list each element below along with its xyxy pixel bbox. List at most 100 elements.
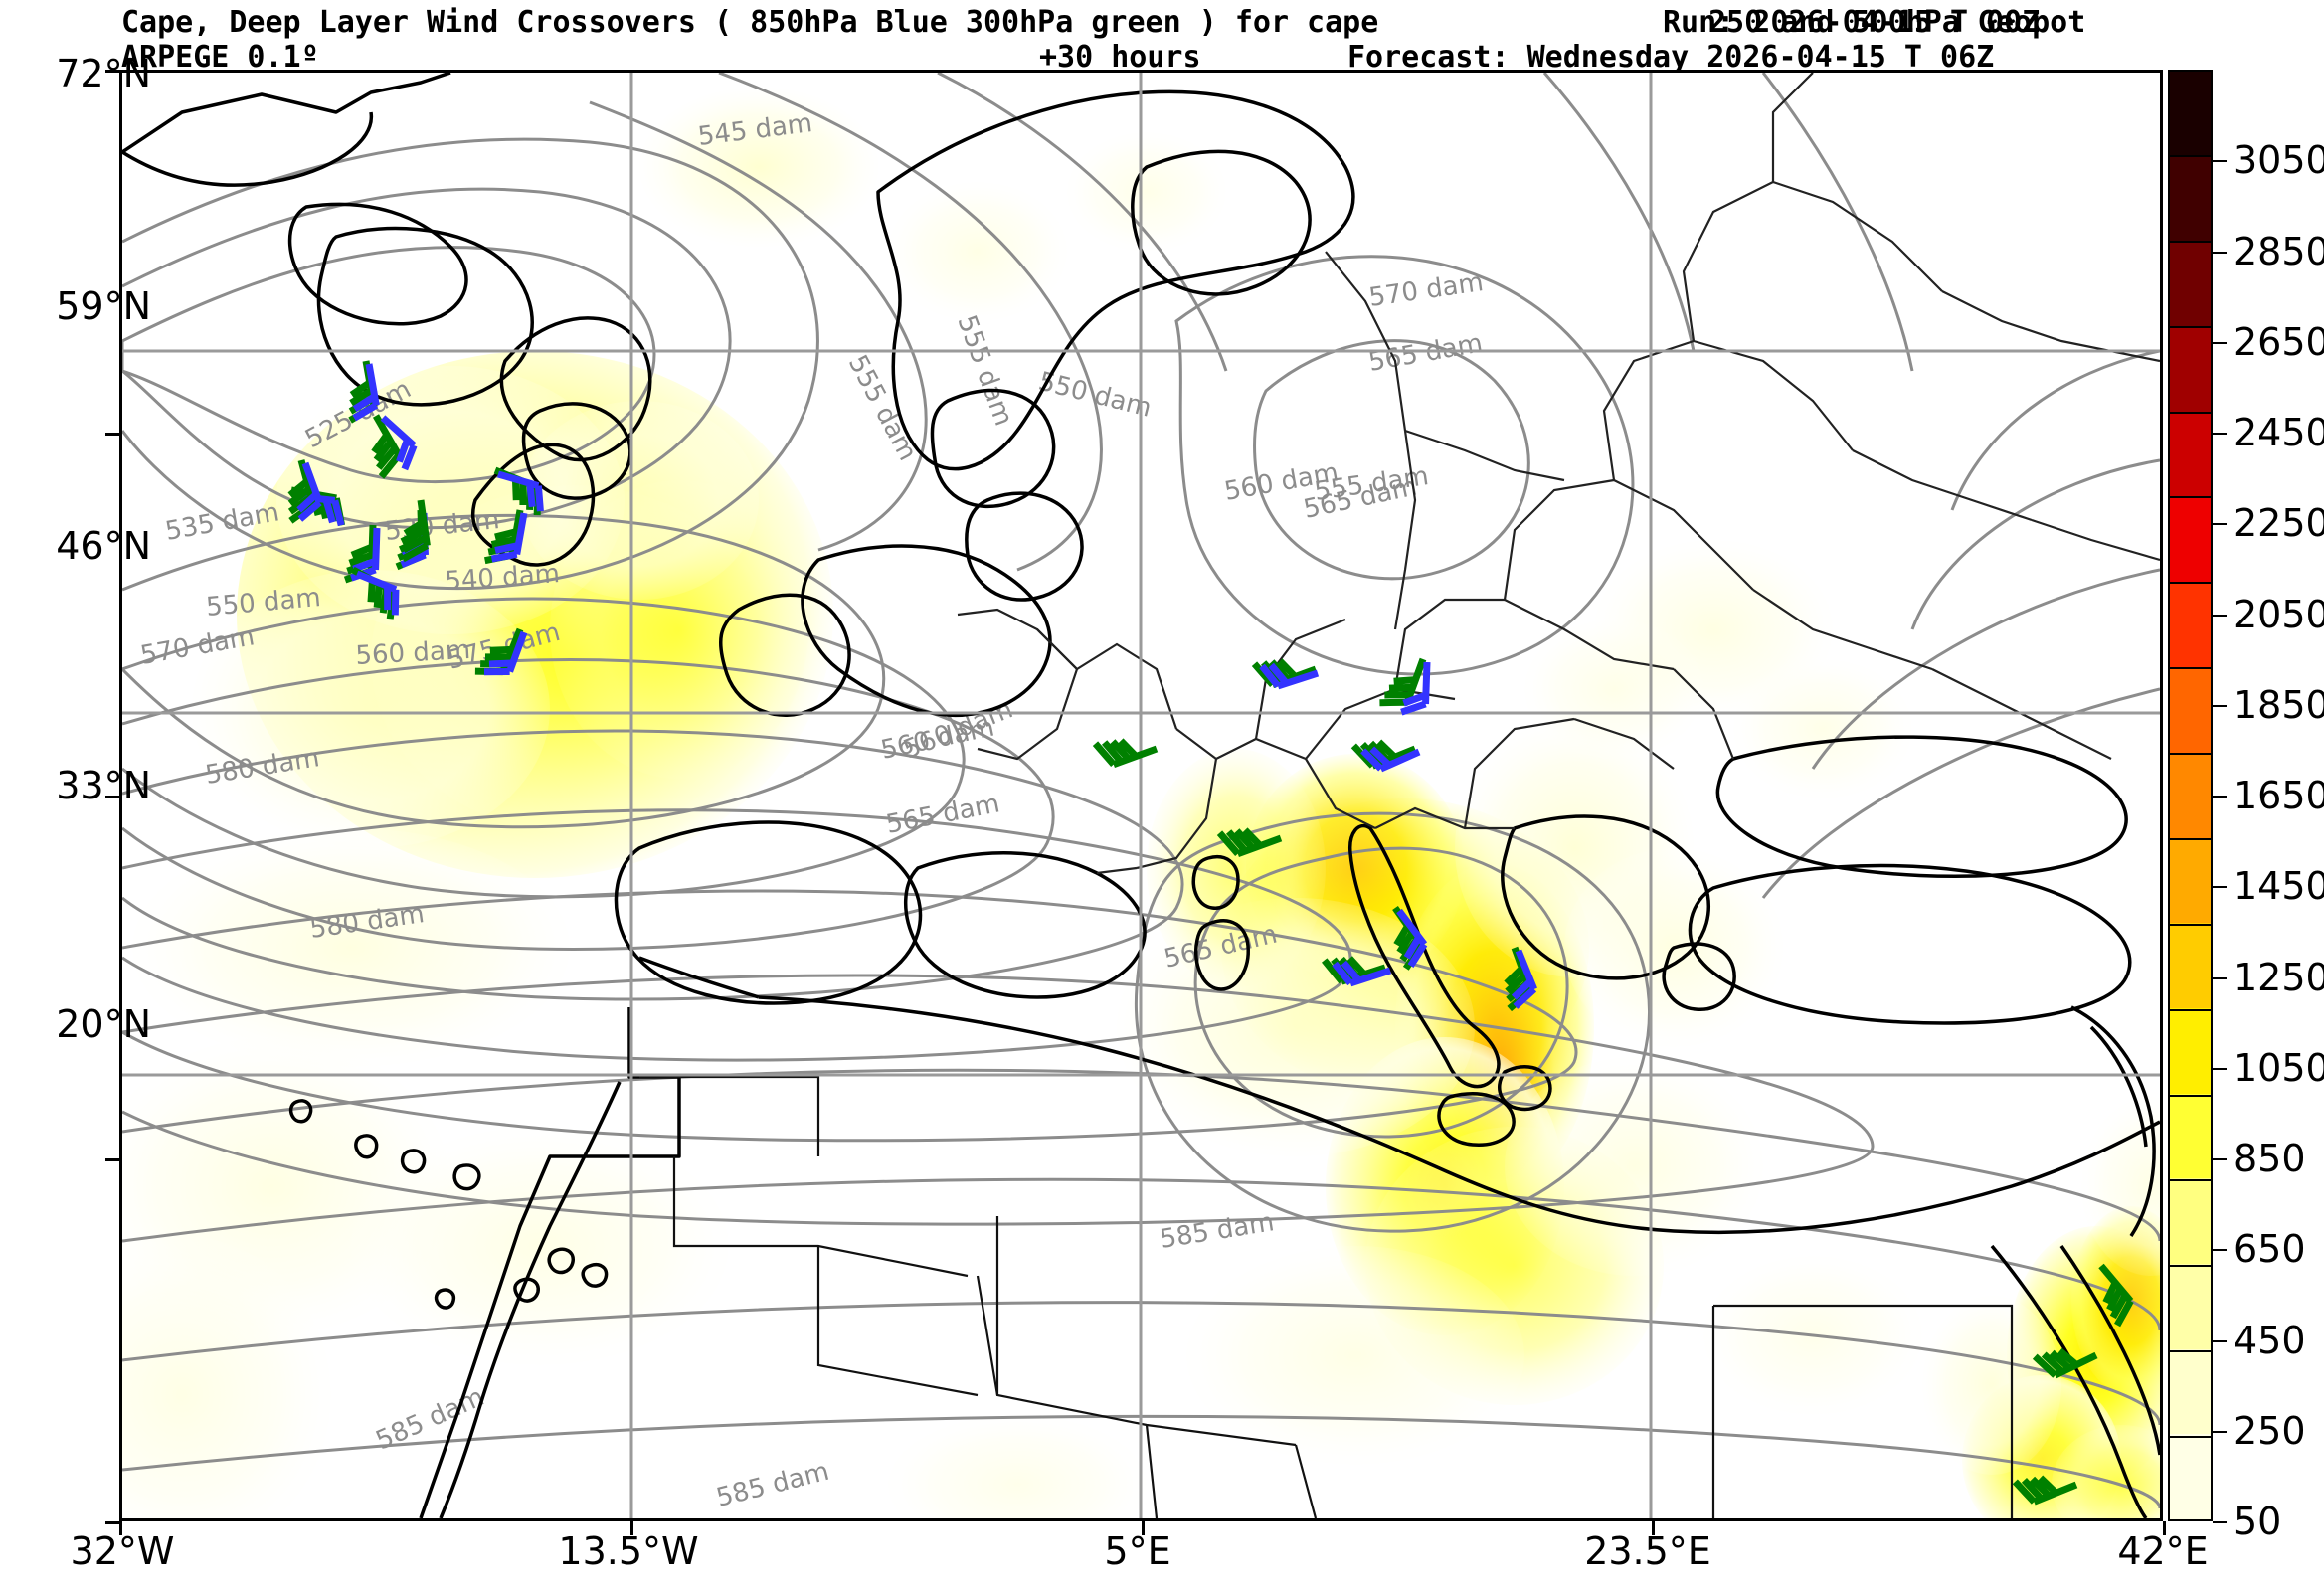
colorbar-boundary — [2170, 1436, 2211, 1439]
xtick-label-135w: 13.5°W — [558, 1529, 699, 1573]
colorbar-tick — [2213, 433, 2227, 435]
colorbar-boundary — [2170, 1094, 2211, 1097]
colorbar-segment — [2170, 923, 2211, 1009]
colorbar-tick — [2213, 886, 2227, 889]
svg-text:550 dam: 550 dam — [1035, 367, 1154, 424]
colorbar-segment — [2170, 1008, 2211, 1094]
colorbar-tick-label: 3050 — [2234, 138, 2324, 183]
y-axis-tick-mark — [105, 1521, 119, 1524]
colorbar-boundary — [2170, 753, 2211, 756]
ytick-label-46n: 46°N — [56, 524, 151, 568]
colorbar-segment — [2170, 753, 2211, 838]
colorbar-segment — [2170, 1434, 2211, 1519]
grid-layer — [122, 73, 2160, 1518]
chart-title-block: Cape, Deep Layer Wind Crossovers ( 850hP… — [0, 0, 2324, 75]
svg-text:555 dam: 555 dam — [842, 350, 923, 465]
colorbar-segment — [2170, 1263, 2211, 1349]
colorbar-boundary — [2170, 1179, 2211, 1182]
colorbar-tick — [2213, 796, 2227, 798]
svg-text:560 dam: 560 dam — [355, 635, 471, 671]
svg-text:555 dam: 555 dam — [951, 311, 1018, 430]
chart-title: Cape, Deep Layer Wind Crossovers ( 850hP… — [121, 5, 1379, 40]
colorbar-segment — [2170, 837, 2211, 924]
colorbar-boundary — [2170, 1008, 2211, 1011]
colorbar-segment — [2170, 1178, 2211, 1264]
colorbar-tick-label: 1850 — [2234, 682, 2324, 727]
svg-text:585 dam: 585 dam — [372, 1382, 489, 1456]
colorbar-tick — [2213, 341, 2227, 344]
x-axis-tick-mark — [629, 1521, 633, 1535]
xtick-label-42e: 42°E — [2117, 1529, 2209, 1573]
svg-text:565 dam: 565 dam — [1366, 328, 1485, 378]
colorbar-boundary — [2170, 837, 2211, 840]
colorbar-tick-label: 2250 — [2234, 501, 2324, 546]
colorbar-boundary — [2170, 1265, 2211, 1268]
xtick-label-235e: 23.5°E — [1584, 1529, 1711, 1573]
colorbar-tick-label: 1250 — [2234, 955, 2324, 999]
colorbar-tick — [2213, 1158, 2227, 1160]
colorbar-boundary — [2170, 411, 2211, 414]
colorbar-segment — [2170, 72, 2211, 157]
colorbar-tick — [2213, 1249, 2227, 1252]
colorbar-tick-label: 2450 — [2234, 411, 2324, 454]
colorbar-tick — [2213, 523, 2227, 526]
colorbar-tick — [2213, 976, 2227, 979]
colorbar-segment — [2170, 1093, 2211, 1179]
ytick-label-72n: 72°N — [56, 52, 151, 95]
chart-run-label: Run: 2026-04-15 T 00Z — [1663, 5, 2041, 40]
colorbar-boundary — [2170, 582, 2211, 585]
colorbar-boundary — [2170, 325, 2211, 328]
x-axis-tick-mark — [119, 1521, 122, 1535]
colorbar-segment — [2170, 326, 2211, 413]
colorbar-tick — [2213, 614, 2227, 617]
svg-text:565 dam: 565 dam — [884, 789, 1002, 840]
colorbar-tick-label: 2850 — [2234, 229, 2324, 273]
ytick-label-33n: 33°N — [56, 764, 151, 807]
colorbar-segment — [2170, 156, 2211, 243]
colorbar-tick — [2213, 251, 2227, 254]
europe-borders — [957, 73, 2160, 875]
y-axis-tick-mark — [105, 70, 119, 73]
model-label: ARPEGE 0.1º — [121, 40, 319, 75]
map-svg: 525 dam 530 dam 535 dam 540 dam 545 dam … — [122, 73, 2160, 1518]
colorbar-boundary — [2170, 154, 2211, 157]
colorbar-segment — [2170, 497, 2211, 583]
colorbar-tick-label: 450 — [2234, 1318, 2306, 1362]
colorbar-tick — [2213, 160, 2227, 163]
border-layer — [639, 1075, 2014, 1518]
colorbar-boundary — [2170, 1350, 2211, 1353]
y-axis-tick-mark — [105, 433, 119, 436]
map-plot-area[interactable]: 525 dam 530 dam 535 dam 540 dam 545 dam … — [119, 70, 2163, 1521]
map-canvas: 525 dam 530 dam 535 dam 540 dam 545 dam … — [122, 73, 2160, 1518]
colorbar-tick-label: 850 — [2234, 1137, 2306, 1180]
colorbar-tick — [2213, 1521, 2227, 1523]
svg-text:585 dam: 585 dam — [1158, 1207, 1276, 1255]
forecast-valid-label: Forecast: Wednesday 2026-04-15 T 06Z — [1347, 40, 1995, 75]
colorbar-segment — [2170, 582, 2211, 668]
x-axis-tick-mark — [2163, 1521, 2166, 1535]
colorbar-tick-label: 650 — [2234, 1227, 2306, 1272]
coastline-layer — [122, 73, 2160, 1518]
chart-field-label: 250 and 500hPa Geopot — [1708, 5, 2086, 40]
colorbar-tick-label: 250 — [2234, 1408, 2306, 1453]
ytick-label-59n: 59°N — [56, 284, 151, 328]
colorbar-segment — [2170, 667, 2211, 754]
colorbar-tick — [2213, 1339, 2227, 1342]
colorbar-tick-label: 1050 — [2234, 1045, 2324, 1090]
colorbar-boundary — [2170, 496, 2211, 499]
x-axis-tick-mark — [1652, 1521, 1656, 1535]
colorbar-tick — [2213, 704, 2227, 707]
geopotential-contours — [122, 73, 2160, 1509]
colorbar-segment — [2170, 242, 2211, 327]
svg-text:585 dam: 585 dam — [713, 1457, 831, 1513]
colorbar-tick — [2213, 1067, 2227, 1070]
colorbar-tick-label: 2050 — [2234, 592, 2324, 636]
colorbar[interactable] — [2168, 70, 2213, 1521]
colorbar-tick-label: 50 — [2234, 1500, 2282, 1543]
forecast-hour-label: +30 hours — [1039, 40, 1201, 75]
colorbar-tick-label: 1650 — [2234, 774, 2324, 817]
colorbar-tick — [2213, 1430, 2227, 1433]
colorbar-segment — [2170, 1348, 2211, 1435]
xtick-label-5e: 5°E — [1104, 1529, 1171, 1573]
xtick-label-32w: 32°W — [70, 1529, 175, 1573]
